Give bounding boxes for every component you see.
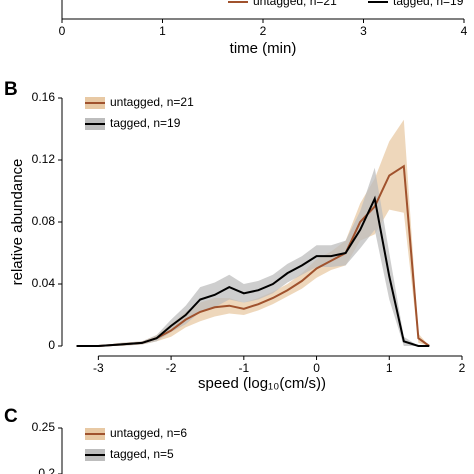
y-tick-label: 0 [48, 338, 55, 352]
y-tick-label: 0.08 [32, 214, 56, 228]
x-tick-label: 1 [159, 24, 166, 38]
legend-label: tagged, n=19 [393, 0, 464, 8]
legend-label: tagged, n=5 [110, 447, 174, 461]
legend-label: untagged, n=6 [110, 426, 187, 440]
y-tick-label: 0.2 [38, 466, 55, 474]
legend-label: untagged, n=21 [253, 0, 337, 8]
legend-label: tagged, n=19 [110, 116, 181, 130]
x-tick-label: -1 [238, 361, 249, 375]
series-line [76, 195, 430, 347]
x-axis-label: time (min) [230, 40, 297, 57]
error-band [76, 167, 430, 346]
y-tick-label: 0.12 [32, 152, 56, 166]
x-axis-label: speed (log₁₀(cm/s)) [198, 375, 326, 392]
y-tick-label: 0.25 [32, 420, 56, 434]
x-tick-label: -3 [93, 361, 104, 375]
legend-label: untagged, n=21 [110, 95, 194, 109]
x-tick-label: 3 [360, 24, 367, 38]
x-tick-label: 1 [386, 361, 393, 375]
panel-label: C [4, 406, 18, 427]
y-tick-label: 0.04 [32, 276, 56, 290]
y-tick-label: 0.16 [32, 90, 56, 104]
x-tick-label: 0 [59, 24, 66, 38]
x-tick-label: -2 [166, 361, 177, 375]
y-axis-label: relative abundance [9, 159, 26, 286]
x-tick-label: 0 [313, 361, 320, 375]
panel-label: B [4, 79, 18, 100]
x-tick-label: 4 [461, 24, 468, 38]
x-tick-label: 2 [260, 24, 267, 38]
x-tick-label: 2 [459, 361, 466, 375]
